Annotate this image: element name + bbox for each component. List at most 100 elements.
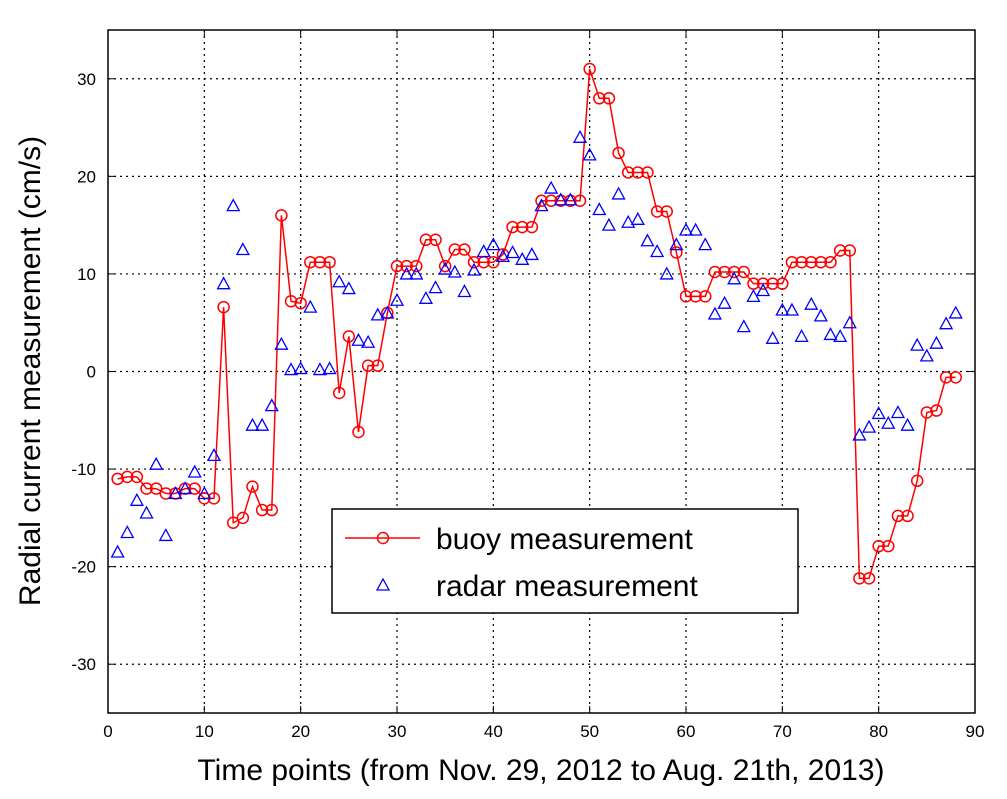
radar-point: [630, 211, 645, 225]
radar-point: [919, 348, 934, 362]
buoy-point: [448, 243, 462, 256]
radar-point: [206, 448, 222, 462]
radar-point: [428, 280, 443, 294]
radar-point: [900, 417, 915, 431]
buoy-point: [304, 255, 317, 269]
buoy-point: [699, 290, 712, 303]
radar-point: [245, 417, 260, 431]
radar-point: [370, 307, 385, 321]
x-axis-label: Time points (from Nov. 29, 2012 to Aug. …: [197, 754, 884, 787]
buoy-point: [718, 265, 731, 279]
buoy-point: [776, 277, 789, 290]
radar-point: [852, 427, 867, 441]
radar-point: [601, 217, 617, 231]
radar-point: [659, 266, 674, 280]
radar-point: [264, 398, 279, 412]
legend: buoy measurement radar measurement: [331, 508, 799, 614]
buoy-point: [795, 255, 808, 269]
buoy-point: [708, 265, 722, 279]
buoy-point: [390, 259, 404, 273]
radar-point: [736, 319, 751, 333]
radar-point: [544, 180, 559, 194]
radar-point: [775, 302, 790, 316]
buoy-point: [438, 259, 452, 273]
buoy-point: [323, 255, 336, 269]
buoy-point: [294, 296, 307, 310]
buoy-point: [313, 255, 327, 269]
buoy-point: [939, 371, 953, 384]
radar-point: [813, 308, 828, 322]
buoy-point: [419, 233, 433, 247]
radar-point: [833, 329, 848, 343]
x-tick-label: 20: [291, 722, 310, 741]
radar-point: [582, 147, 597, 161]
buoy-point: [843, 244, 857, 257]
buoy-point: [833, 244, 847, 257]
radar-point: [235, 242, 250, 256]
x-tick-label: 60: [677, 722, 696, 741]
buoy-point: [949, 371, 962, 384]
radar-point: [283, 362, 299, 376]
buoy-point: [111, 472, 124, 486]
buoy-point: [217, 300, 230, 314]
radar-point: [380, 305, 395, 319]
radar-point: [784, 302, 800, 316]
y-axis-label: Radial current measurement (cm/s): [14, 136, 47, 606]
buoy-point: [891, 509, 905, 523]
buoy-point: [246, 480, 259, 493]
buoy-point: [602, 92, 616, 105]
legend-radar-label: radar measurement: [436, 570, 698, 603]
y-tick-label: -10: [71, 460, 96, 479]
buoy-point: [882, 539, 895, 553]
buoy-point: [901, 509, 914, 523]
radar-point: [640, 233, 655, 247]
radar-point: [120, 525, 135, 539]
radar-point: [650, 244, 665, 258]
buoy-point: [226, 516, 240, 529]
radar-point: [871, 406, 886, 420]
radar-point: [727, 271, 742, 285]
buoy-point: [583, 62, 596, 76]
buoy-point: [853, 572, 866, 585]
y-tick-labels: -30 -20 -10 0 10 20 30: [71, 70, 96, 674]
radar-point: [804, 296, 819, 310]
radar-point: [255, 417, 270, 431]
buoy-line: [117, 68, 956, 580]
radar-point: [476, 244, 491, 258]
buoy-point: [766, 277, 779, 290]
x-tick-label: 10: [195, 722, 214, 741]
buoy-point: [410, 259, 423, 273]
buoy-point: [149, 482, 163, 495]
buoy-point: [535, 194, 548, 207]
radar-point: [842, 315, 857, 329]
legend-buoy-marker: [376, 531, 390, 545]
radar-point: [717, 295, 732, 309]
radar-point: [177, 481, 193, 495]
radar-point: [910, 337, 925, 351]
radar-series: [110, 129, 963, 558]
radar-point: [110, 544, 125, 558]
buoy-point: [737, 265, 751, 279]
buoy-point: [804, 255, 818, 269]
radar-point: [409, 266, 424, 280]
buoy-point: [188, 482, 201, 495]
buoy-point: [429, 233, 442, 247]
buoy-point: [371, 359, 384, 372]
radar-point: [418, 290, 433, 304]
radar-point: [447, 264, 462, 278]
buoy-point: [525, 220, 539, 234]
radar-point: [572, 129, 588, 143]
radar-point: [553, 192, 568, 206]
buoy-point: [660, 205, 673, 218]
radar-point: [139, 505, 154, 519]
buoy-point: [872, 539, 885, 553]
y-tick-label: -30: [71, 655, 96, 674]
radar-point: [948, 305, 963, 319]
radar-point: [707, 306, 722, 320]
radar-point: [755, 283, 771, 297]
radar-point: [351, 332, 366, 346]
x-tick-label: 80: [869, 722, 888, 741]
radar-point: [611, 186, 626, 200]
radar-point: [457, 284, 472, 298]
